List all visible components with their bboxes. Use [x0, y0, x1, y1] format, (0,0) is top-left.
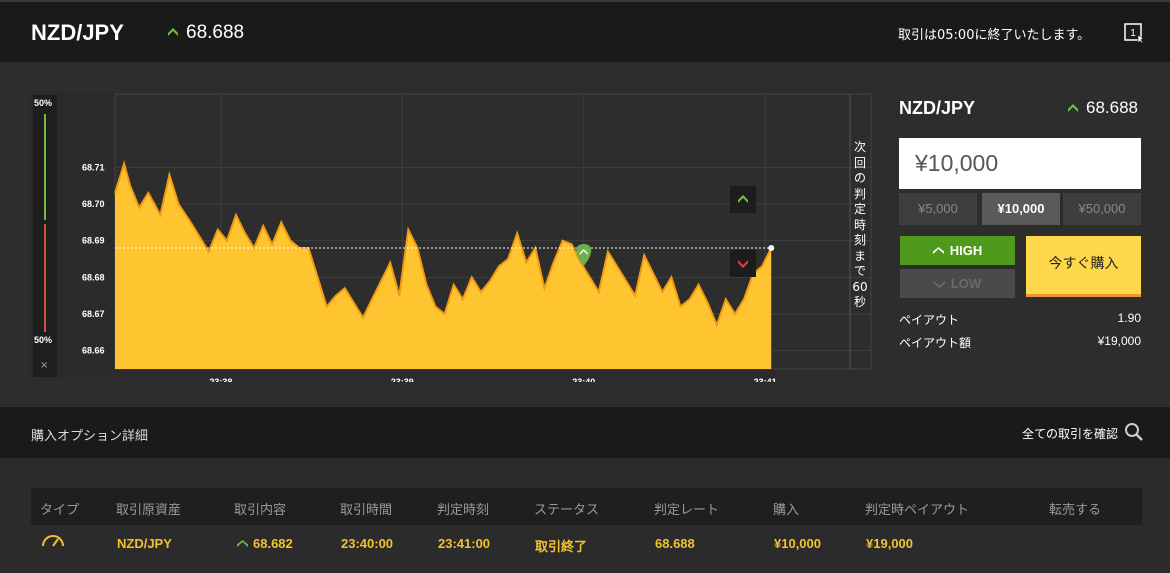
sentiment-low-pct: 50% [34, 335, 53, 345]
top-bar: NZD/JPY 68.688 取引は05:00に終了いたします。 1 [0, 0, 1170, 62]
countdown-char: 60 [852, 279, 868, 294]
low-label: LOW [950, 276, 982, 291]
col-payout: 判定時ペイアウト [865, 503, 970, 518]
rate-up-icon [1068, 104, 1078, 112]
entry-marker [576, 244, 592, 266]
col-content: 取引内容 [234, 503, 287, 518]
row-status: 取引終了 [535, 540, 588, 555]
col-resell: 転売する [1049, 503, 1102, 518]
window-select-icon[interactable]: 1 [1124, 23, 1144, 43]
entry-pin-arrow-icon [579, 249, 588, 255]
y-tick-label: 68.70 [82, 199, 105, 209]
col-purchase: 購入 [773, 503, 800, 518]
y-tick-label: 68.71 [82, 162, 105, 172]
countdown-char: 回 [853, 155, 866, 170]
search-icon[interactable] [1124, 422, 1144, 442]
col-time: 取引時間 [340, 503, 393, 518]
countdown-char: 定 [853, 202, 866, 216]
col-asset: 取引原資産 [116, 503, 182, 518]
payout-amount-label: ペイアウト額 [899, 336, 972, 350]
col-rate: 判定レート [654, 503, 720, 518]
last-price-point [768, 245, 775, 251]
amount-option-10000[interactable]: ¥10,000 [982, 193, 1060, 225]
countdown-char: 判 [853, 186, 866, 201]
col-expiry: 判定時刻 [437, 503, 490, 518]
arrow-down-icon [738, 260, 748, 268]
table-header: タイプ 取引原資産 取引内容 取引時間 判定時刻 ステータス 判定レート 購入 … [31, 488, 1142, 525]
payout-value: 1.90 [1117, 311, 1141, 325]
row-content: 68.682 [253, 536, 293, 551]
rate-up-icon [168, 28, 178, 36]
countdown-char: 時 [853, 217, 866, 232]
payout-label: ペイアウト [899, 313, 960, 327]
low-button[interactable]: LOW [900, 269, 1015, 298]
y-tick-label: 68.67 [82, 309, 105, 319]
amount-option-50000[interactable]: ¥50,000 [1063, 193, 1141, 225]
header-rate: 68.688 [186, 22, 245, 43]
rate-up-icon [237, 540, 248, 547]
sentiment-low-bar [44, 224, 46, 332]
payout-amount-value: ¥19,000 [1097, 334, 1141, 348]
col-status: ステータス [534, 503, 600, 518]
x-tick-label: 23:38 [209, 377, 232, 382]
col-type: タイプ [40, 503, 80, 518]
trading-close-notice: 取引は05:00に終了いたします。 [898, 28, 1091, 43]
row-purchase: ¥10,000 [774, 536, 821, 551]
countdown-char: 次 [853, 140, 866, 154]
trade-panel-rate: 68.688 [1086, 98, 1138, 117]
entry-pin [576, 244, 592, 266]
sentiment-high-pct: 50% [34, 98, 53, 108]
high-button[interactable]: HIGH [900, 236, 1015, 265]
y-tick-label: 68.69 [82, 236, 105, 246]
asset-title: NZD/JPY [31, 20, 124, 45]
x-tick-label: 23:40 [572, 377, 595, 382]
view-all-trades-link[interactable]: 全ての取引を確認 [1022, 427, 1119, 441]
amount-option-5000[interactable]: ¥5,000 [899, 193, 977, 225]
x-axis-ticks: 23:38 23:39 23:40 23:41 [209, 377, 776, 382]
countdown-char: の [853, 171, 866, 185]
sentiment-high-bar [44, 114, 46, 220]
arrow-up-icon [738, 195, 748, 203]
sentiment-close-button[interactable]: × [40, 360, 49, 371]
purchase-details-bar: 購入オプション詳細 全ての取引を確認 [0, 407, 1170, 458]
svg-text:1: 1 [1130, 28, 1136, 39]
row-payout: ¥19,000 [866, 536, 913, 551]
y-tick-label: 68.66 [82, 346, 105, 356]
high-label: HIGH [949, 243, 983, 258]
y-tick-label: 68.68 [82, 272, 105, 282]
buy-now-button[interactable]: 今すぐ購入 [1026, 236, 1141, 297]
x-tick-label: 23:39 [391, 377, 414, 382]
chart-low-button[interactable] [730, 250, 756, 277]
row-asset: NZD/JPY [117, 536, 172, 551]
x-tick-label: 23:41 [754, 377, 777, 382]
arrow-down-icon [933, 280, 945, 288]
arrow-up-icon [932, 246, 944, 254]
purchase-details-title: 購入オプション詳細 [31, 429, 149, 444]
row-expiry: 23:41:00 [438, 536, 491, 551]
trade-panel-asset: NZD/JPY [899, 98, 976, 118]
chart-high-button[interactable] [730, 186, 756, 213]
y-axis-ticks: 68.71 68.70 68.69 68.68 68.67 68.66 [82, 162, 105, 355]
next-expiry-countdown: 次回の判定時刻まで 60 秒 [851, 140, 869, 311]
trade-table: タイプ 取引原資産 取引内容 取引時間 判定時刻 ステータス 判定レート 購入 … [0, 458, 1170, 573]
countdown-char: ま [853, 248, 866, 263]
investment-amount-input[interactable] [899, 138, 1141, 189]
countdown-char: 刻 [853, 233, 866, 247]
countdown-char: で [853, 264, 866, 278]
row-rate: 68.688 [655, 536, 695, 551]
countdown-char: 秒 [853, 295, 866, 309]
gauge-icon [42, 535, 64, 547]
price-area [115, 163, 772, 369]
price-line [114, 160, 773, 328]
row-time: 23:40:00 [341, 536, 394, 551]
